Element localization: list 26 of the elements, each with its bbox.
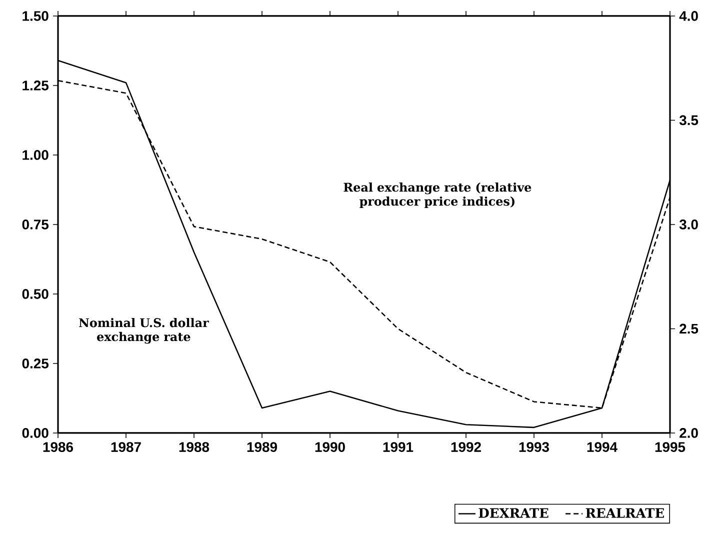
x-tick-label: 1990 — [315, 442, 345, 452]
x-tick-label: 1986 — [43, 442, 74, 452]
y2-tick-label: 3.5 — [679, 115, 698, 126]
y-tick-label: 1.25 — [22, 80, 49, 90]
annotation: Nominal U.S. dollar exchange rate — [79, 318, 209, 344]
y-tick-label: 0.00 — [22, 428, 48, 438]
y2-tick-label: 2.5 — [680, 324, 698, 334]
y-tick-label: 0.25 — [22, 358, 49, 368]
x-tick-label: 1992 — [451, 442, 481, 452]
y2-tick-label: 4.0 — [679, 11, 698, 21]
x-tick-label: 1989 — [247, 442, 278, 452]
y-tick-label: 1.00 — [22, 150, 48, 160]
x-tick-label: 1993 — [519, 442, 550, 452]
legend-label: DEXRATE — [478, 508, 548, 518]
x-tick-label: 1991 — [383, 442, 414, 452]
x-tick-label: 1994 — [587, 442, 618, 452]
annotation: Real exchange rate (relative producer price indices) — [344, 182, 532, 208]
y-tick-label: 0.50 — [22, 289, 48, 299]
legend-label: REALRATE — [586, 508, 664, 518]
y-tick-label: 1.50 — [22, 11, 48, 21]
y2-tick-label: 3.0 — [679, 220, 698, 230]
x-tick-label: 1988 — [179, 442, 210, 452]
x-tick-label: 1995 — [655, 442, 686, 452]
x-tick-label: 1987 — [111, 442, 141, 452]
y-tick-label: 0.75 — [22, 220, 49, 230]
y2-tick-label: 2.0 — [680, 428, 698, 438]
